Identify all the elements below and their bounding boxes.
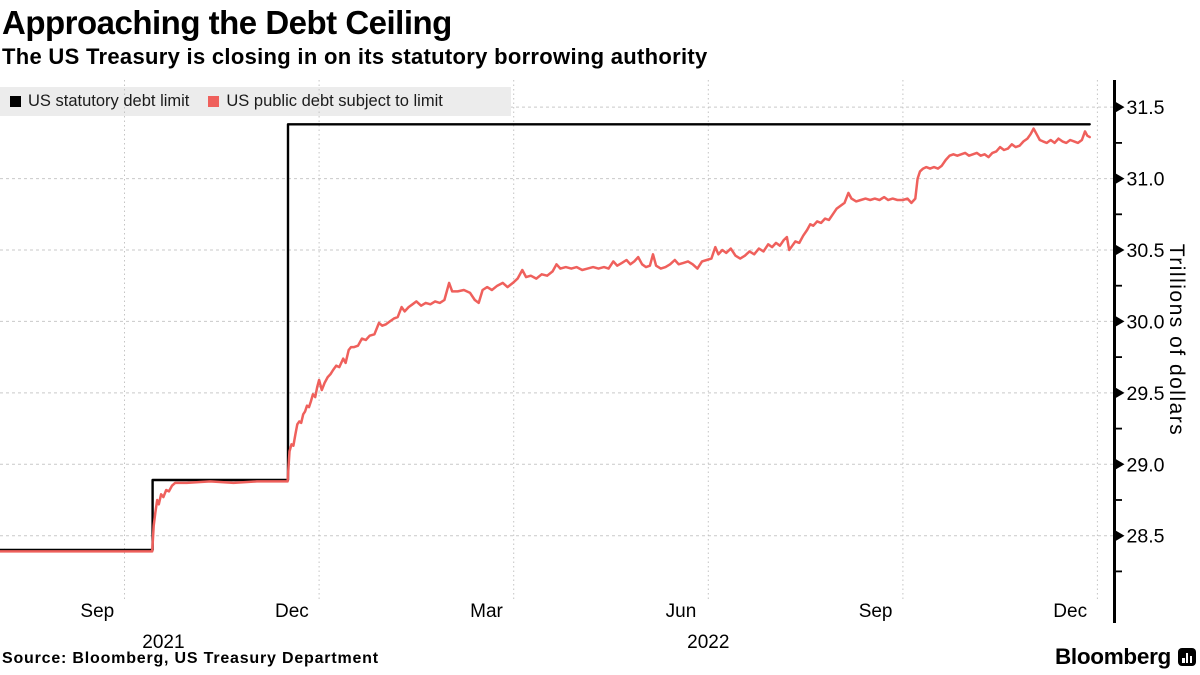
red-square-swatch-icon bbox=[208, 96, 220, 107]
legend-background bbox=[0, 87, 511, 116]
svg-text:31.0: 31.0 bbox=[1127, 169, 1165, 191]
bloomberg-logo: Bloomberg bbox=[1055, 644, 1196, 670]
series-us-statutory-debt-limit bbox=[0, 123, 1091, 552]
y-axis-title: Trillions of dollars bbox=[1165, 243, 1188, 437]
svg-text:29.0: 29.0 bbox=[1127, 454, 1165, 476]
svg-text:28.5: 28.5 bbox=[1127, 526, 1165, 548]
page-subtitle: The US Treasury is closing in on its sta… bbox=[2, 44, 708, 69]
legend-label: US statutory debt limit bbox=[28, 92, 190, 110]
svg-text:Sep: Sep bbox=[859, 601, 893, 622]
source-text: Source: Bloomberg, US Treasury Departmen… bbox=[2, 650, 379, 667]
page-title: Approaching the Debt Ceiling bbox=[2, 4, 452, 41]
svg-text:2021: 2021 bbox=[142, 632, 184, 653]
svg-text:30.5: 30.5 bbox=[1127, 240, 1165, 262]
legend: US statutory debt limit US public debt s… bbox=[0, 87, 443, 116]
svg-text:Dec: Dec bbox=[1053, 601, 1087, 622]
bloomberg-wordmark: Bloomberg bbox=[1054, 644, 1171, 669]
svg-text:31.5: 31.5 bbox=[1127, 97, 1165, 119]
legend-item-public-debt: US public debt subject to limit bbox=[208, 92, 443, 111]
svg-text:30.0: 30.0 bbox=[1127, 311, 1165, 333]
black-square-swatch-icon bbox=[10, 96, 21, 107]
svg-text:Jun: Jun bbox=[666, 601, 697, 622]
h-gridlines bbox=[0, 106, 1113, 537]
svg-text:Mar: Mar bbox=[470, 601, 503, 622]
x-axis-labels: Sep Dec Mar Jun Sep Dec 2021 2022 bbox=[80, 601, 1087, 653]
svg-text:2022: 2022 bbox=[687, 632, 729, 653]
svg-text:Dec: Dec bbox=[275, 601, 309, 622]
v-gridlines bbox=[124, 80, 1098, 600]
y-minor-ticks bbox=[1114, 141, 1122, 573]
legend-item-debt-limit: US statutory debt limit bbox=[10, 92, 189, 111]
svg-text:29.5: 29.5 bbox=[1127, 383, 1165, 405]
legend-label: US public debt subject to limit bbox=[226, 92, 443, 110]
svg-text:Sep: Sep bbox=[80, 601, 114, 622]
bar-chart-icon bbox=[1178, 648, 1196, 666]
series-lines bbox=[0, 123, 1091, 553]
series-us-public-debt-subject-to-limit bbox=[0, 127, 1091, 553]
y-tick-labels: 28.5 29.0 29.5 30.0 30.5 31.0 31.5 bbox=[1116, 97, 1165, 548]
